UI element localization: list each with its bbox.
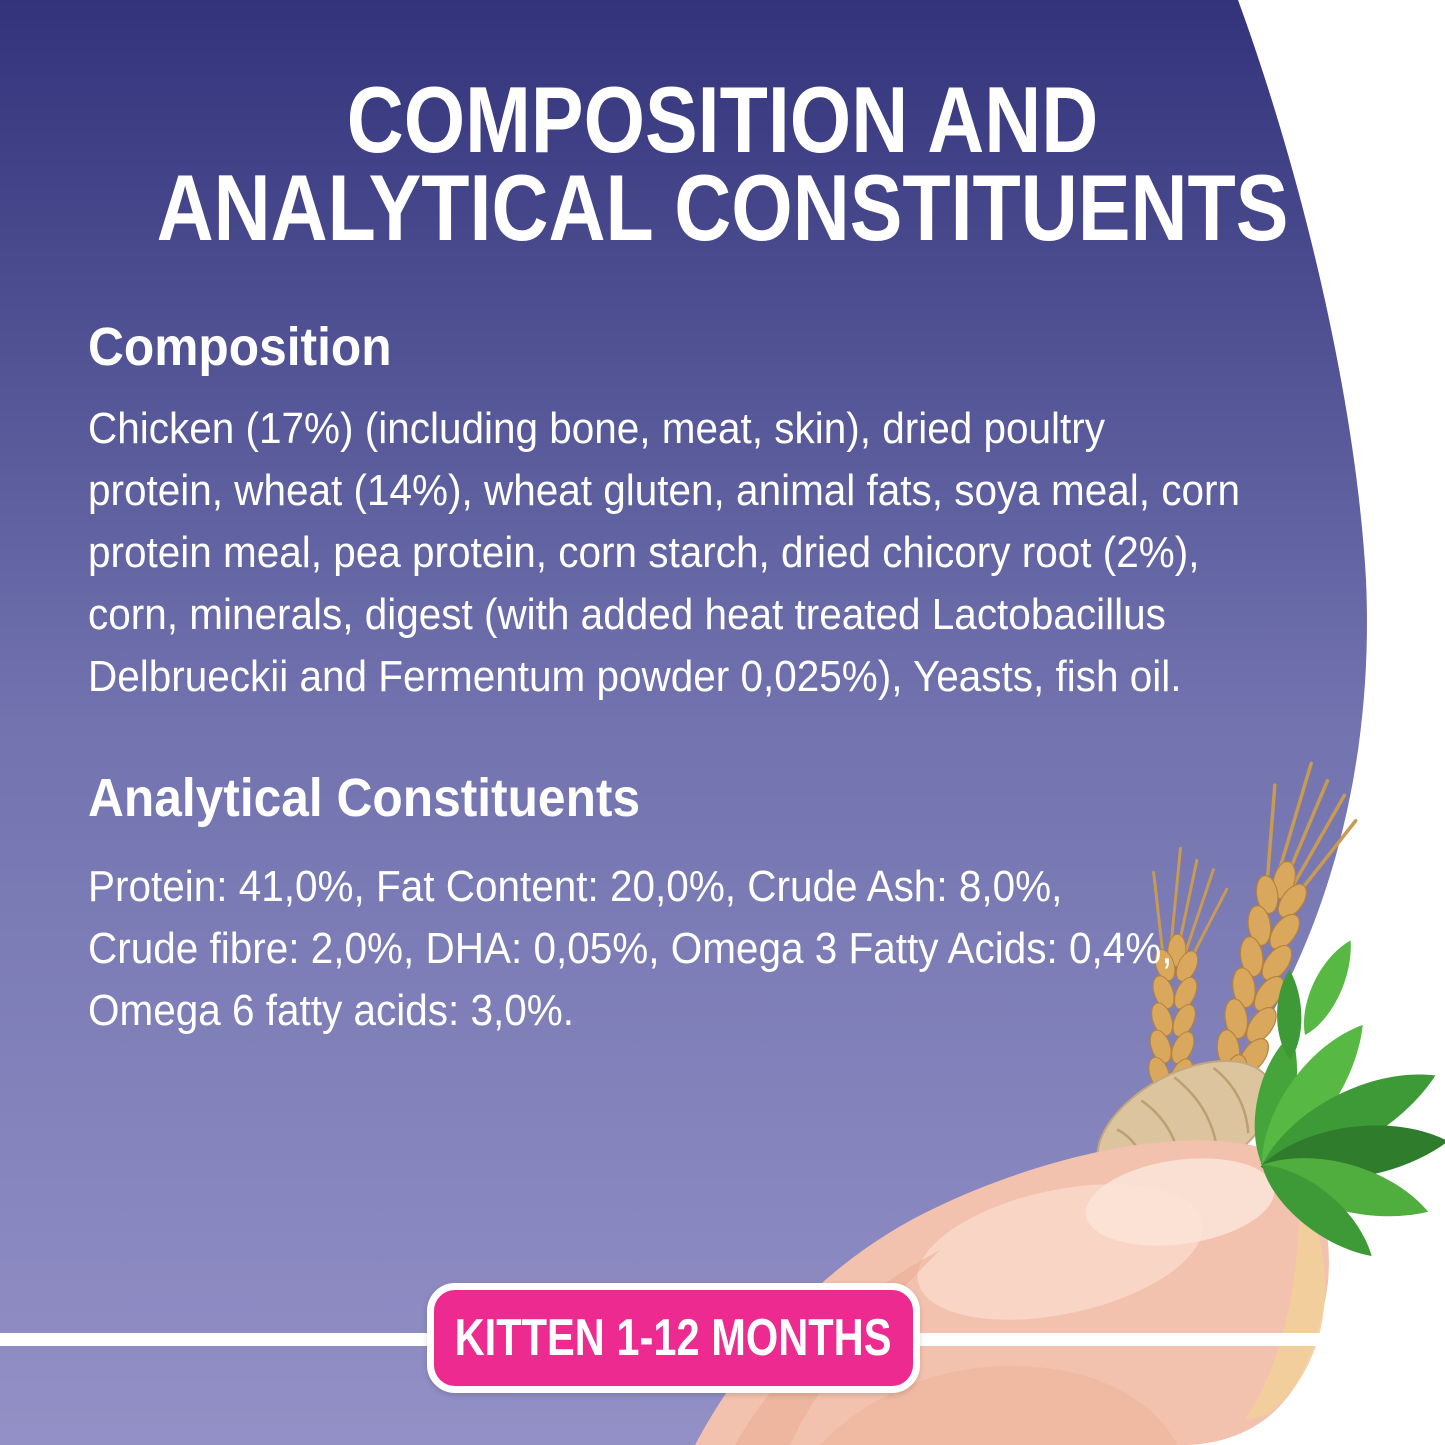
kitten-age-badge: KITTEN 1-12 MONTHS (427, 1283, 920, 1393)
kitten-age-badge-label: KITTEN 1-12 MONTHS (455, 1309, 892, 1367)
raw-chicken-icon (695, 1140, 1329, 1445)
page-title: COMPOSITION AND ANALYTICAL CONSTITUENTS (156, 67, 1289, 260)
herb-leaves-icon (1240, 934, 1445, 1273)
analytical-text: Protein: 41,0%, Fat Content: 20,0%, Crud… (88, 862, 1173, 1035)
composition-heading: Composition (88, 317, 392, 377)
purple-gradient-panel (0, 0, 1367, 1445)
analytical-heading: Analytical Constituents (88, 768, 641, 828)
composition-text: Chicken (17%) (including bone, meat, ski… (88, 404, 1241, 701)
